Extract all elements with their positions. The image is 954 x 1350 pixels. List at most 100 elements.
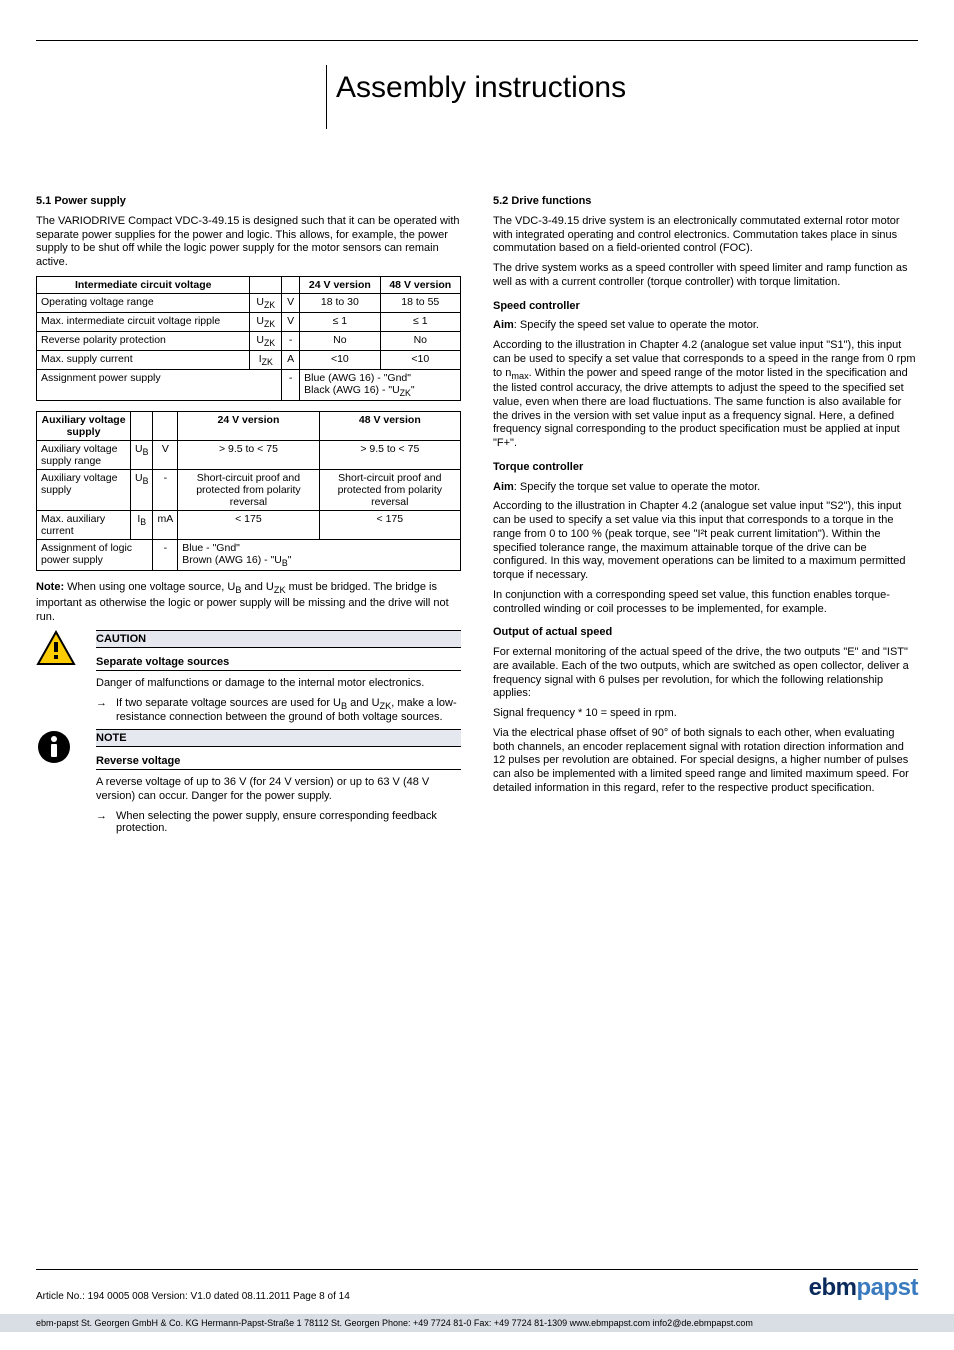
table-cell: Short-circuit proof and protected from p… xyxy=(178,470,319,511)
table-cell: Assignment power supply xyxy=(37,370,282,401)
caution-block: CAUTION Separate voltage sources Danger … xyxy=(36,630,461,723)
table-cell: Short-circuit proof and protected from p… xyxy=(319,470,460,511)
footer-meta: Article No.: 194 0005 008 Version: V1.0 … xyxy=(36,1269,918,1302)
caution-arrow-text: If two separate voltage sources are used… xyxy=(116,697,461,723)
info-body: NOTE Reverse voltage A reverse voltage o… xyxy=(96,729,461,834)
table-cell: UZK xyxy=(250,293,282,312)
h-speed: Speed controller xyxy=(493,300,918,314)
info-head: NOTE xyxy=(96,729,461,747)
torque-aim-label: Aim xyxy=(493,481,514,493)
page: Assembly instructions 5.1 Power supply T… xyxy=(0,0,954,1350)
top-rule xyxy=(36,40,918,41)
bridge-note: Note: When using one voltage source, UB … xyxy=(36,581,461,624)
caution-body: CAUTION Separate voltage sources Danger … xyxy=(96,630,461,723)
brand-part2: papst xyxy=(856,1274,918,1301)
table-cell: - xyxy=(153,470,178,511)
speed-aim-label: Aim xyxy=(493,319,514,331)
table-cell: Auxiliary voltage supply range xyxy=(37,441,131,470)
actual-eq: Signal frequency * 10 = speed in rpm. xyxy=(493,707,918,721)
info-text: A reverse voltage of up to 36 V (for 24 … xyxy=(96,776,461,804)
left-column: 5.1 Power supply The VARIODRIVE Compact … xyxy=(36,181,461,834)
torque-p2: In conjunction with a corresponding spee… xyxy=(493,589,918,617)
table-cell: Operating voltage range xyxy=(37,293,250,312)
warning-icon xyxy=(36,630,84,669)
actual-p1: For external monitoring of the actual sp… xyxy=(493,646,918,701)
t1-h0: Intermediate circuit voltage xyxy=(37,276,250,293)
t2-body: Auxiliary voltage supply rangeUBV> 9.5 t… xyxy=(37,441,461,571)
info-icon xyxy=(36,729,84,768)
speed-paragraph: According to the illustration in Chapter… xyxy=(493,339,918,451)
table-cell: Max. supply current xyxy=(37,351,250,370)
table-cell: <10 xyxy=(300,351,380,370)
table-cell: - xyxy=(282,370,300,401)
info-arrow-text: When selecting the power supply, ensure … xyxy=(116,810,461,834)
two-columns: 5.1 Power supply The VARIODRIVE Compact … xyxy=(36,181,918,834)
table-cell: Max. intermediate circuit voltage ripple xyxy=(37,312,250,331)
h-torque: Torque controller xyxy=(493,461,918,475)
bridge-note-text: When using one voltage source, UB and UZ… xyxy=(36,581,449,622)
table-cell: Auxiliary voltage supply xyxy=(37,470,131,511)
table-cell: Blue - "Gnd"Brown (AWG 16) - "UB" xyxy=(178,540,461,571)
caution-arrow-line: → If two separate voltage sources are us… xyxy=(96,697,461,723)
table-cell: - xyxy=(153,540,178,571)
torque-p1: According to the illustration in Chapter… xyxy=(493,500,918,583)
caution-sub: Separate voltage sources xyxy=(96,654,461,671)
arrow-icon: → xyxy=(96,697,110,709)
torque-aim: Aim: Specify the torque set value to ope… xyxy=(493,481,918,495)
actual-p2: Via the electrical phase offset of 90° o… xyxy=(493,727,918,796)
info-block: NOTE Reverse voltage A reverse voltage o… xyxy=(36,729,461,834)
t1-h1 xyxy=(250,276,282,293)
speed-aim-text: : Specify the speed set value to operate… xyxy=(514,319,759,331)
t2-h0: Auxiliary voltage supply xyxy=(37,412,131,441)
table-cell: UB xyxy=(131,470,153,511)
table-cell: UB xyxy=(131,441,153,470)
table-cell: < 175 xyxy=(178,511,319,540)
table-intermediate-voltage: Intermediate circuit voltage 24 V versio… xyxy=(36,276,461,401)
table-cell: Max. auxiliary current xyxy=(37,511,131,540)
table-cell: > 9.5 to < 75 xyxy=(319,441,460,470)
sec-5-2-heading: 5.2 Drive functions xyxy=(493,195,918,209)
footer-meta-text: Article No.: 194 0005 008 Version: V1.0 … xyxy=(36,1291,350,1302)
table-cell: UZK xyxy=(250,312,282,331)
arrow-icon: → xyxy=(96,810,110,822)
sec-5-2-p1: The VDC-3-49.15 drive system is an elect… xyxy=(493,215,918,256)
brand-part1: ebm xyxy=(809,1274,857,1301)
table-cell: ≤ 1 xyxy=(380,312,460,331)
table-cell: <10 xyxy=(380,351,460,370)
t1-h3: 24 V version xyxy=(300,276,380,293)
caution-head: CAUTION xyxy=(96,630,461,648)
table-cell: IZK xyxy=(250,351,282,370)
table-cell: V xyxy=(153,441,178,470)
t2-h2 xyxy=(153,412,178,441)
sec-5-1-intro: The VARIODRIVE Compact VDC-3-49.15 is de… xyxy=(36,215,461,270)
table-cell: 18 to 55 xyxy=(380,293,460,312)
sec-5-2-p2: The drive system works as a speed contro… xyxy=(493,262,918,290)
table-cell: - xyxy=(282,331,300,350)
t1-h2 xyxy=(282,276,300,293)
table-cell: Assignment of logic power supply xyxy=(37,540,153,571)
t2-h1 xyxy=(131,412,153,441)
table-cell: No xyxy=(380,331,460,350)
bridge-note-label: Note: xyxy=(36,581,64,593)
table-cell: A xyxy=(282,351,300,370)
table-cell: Blue (AWG 16) - "Gnd"Black (AWG 16) - "U… xyxy=(300,370,461,401)
table-cell: 18 to 30 xyxy=(300,293,380,312)
table-aux-voltage: Auxiliary voltage supply 24 V version 48… xyxy=(36,411,461,571)
speed-aim: Aim: Specify the speed set value to oper… xyxy=(493,319,918,333)
info-arrow-line: → When selecting the power supply, ensur… xyxy=(96,810,461,834)
table-cell: IB xyxy=(131,511,153,540)
table-cell: < 175 xyxy=(319,511,460,540)
doc-title: Assembly instructions xyxy=(36,71,918,105)
title-divider xyxy=(326,65,327,129)
t2-h3: 24 V version xyxy=(178,412,319,441)
right-column: 5.2 Drive functions The VDC-3-49.15 driv… xyxy=(493,181,918,834)
sec-5-1-heading: 5.1 Power supply xyxy=(36,195,461,209)
t1-h4: 48 V version xyxy=(380,276,460,293)
table-cell: Reverse polarity protection xyxy=(37,331,250,350)
table-cell: mA xyxy=(153,511,178,540)
h-actual: Output of actual speed xyxy=(493,626,918,640)
table-cell: No xyxy=(300,331,380,350)
table-cell: > 9.5 to < 75 xyxy=(178,441,319,470)
table-cell: V xyxy=(282,293,300,312)
t2-h4: 48 V version xyxy=(319,412,460,441)
